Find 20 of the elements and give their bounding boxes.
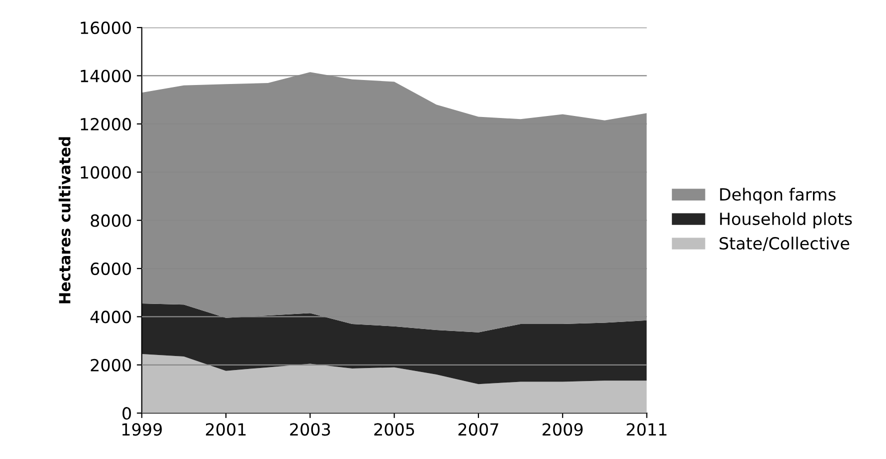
legend-label: Dehqon farms: [720, 188, 836, 204]
x-tick-label: 1999: [122, 423, 162, 436]
y-axis-title: Hectares cultivated: [58, 137, 70, 304]
y-tick-label: 14000: [80, 70, 131, 82]
y-tick-label: 2000: [90, 358, 131, 372]
y-tick-label: 6000: [90, 262, 131, 276]
y-tick-label: 12000: [80, 118, 131, 130]
x-tick-label: 2005: [374, 423, 414, 436]
x-tick-label: 2009: [542, 423, 583, 436]
legend-label: State/Collective: [720, 236, 850, 251]
y-tick-label: 0: [122, 407, 131, 420]
x-tick-label: 2007: [458, 423, 498, 436]
x-tick-label: 2001: [206, 423, 246, 436]
y-tick-label: 10000: [80, 166, 131, 179]
y-tick-label: 4000: [90, 310, 131, 324]
y-tick-label: 8000: [90, 214, 131, 227]
legend-label: Household plots: [720, 212, 852, 228]
x-tick-label: 2003: [290, 423, 330, 436]
y-tick-label: 16000: [80, 22, 131, 34]
x-tick-label: 2011: [626, 423, 666, 436]
